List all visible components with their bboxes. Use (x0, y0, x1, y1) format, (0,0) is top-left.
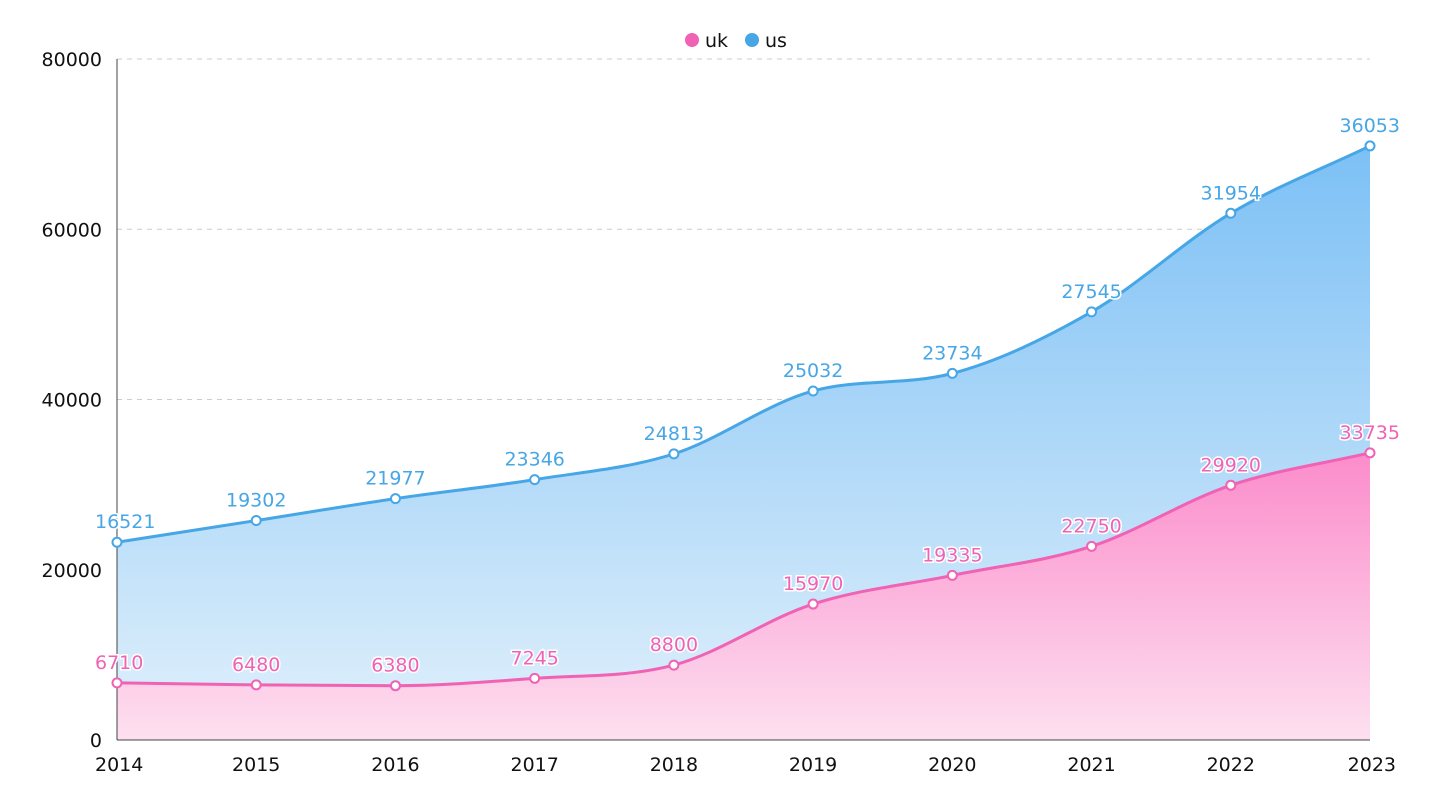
data-label-uk: 19335 (922, 544, 982, 566)
points (111, 140, 1376, 692)
point-uk[interactable] (389, 680, 401, 692)
y-tick-label: 40000 (42, 390, 102, 412)
point-uk[interactable] (946, 569, 958, 581)
data-label-us: 23346 (504, 449, 564, 471)
point-us[interactable] (389, 493, 401, 505)
point-us[interactable] (1364, 140, 1376, 152)
data-label-uk: 6380 (371, 655, 419, 677)
line-us (116, 144, 1371, 544)
point-us[interactable] (111, 536, 123, 548)
legend-label-us[interactable]: us (765, 30, 787, 52)
data-label-uk: 7245 (510, 647, 558, 669)
legend-label-uk[interactable]: uk (705, 30, 728, 52)
x-tick-label: 2014 (95, 754, 143, 776)
point-uk[interactable] (668, 659, 680, 671)
point-us[interactable] (807, 385, 819, 397)
y-tick-label: 60000 (42, 219, 102, 241)
point-uk[interactable] (111, 677, 123, 689)
point-uk[interactable] (1086, 540, 1098, 552)
data-label-us: 23734 (922, 342, 982, 364)
data-label-us: 36053 (1340, 115, 1400, 137)
area-uk (117, 452, 1370, 740)
x-tick-label: 2019 (789, 754, 837, 776)
point-us[interactable] (529, 474, 541, 486)
x-tick-label: 2015 (232, 754, 280, 776)
data-label-uk: 29920 (1201, 454, 1261, 476)
legend-marker-us[interactable] (745, 33, 759, 47)
data-label-us: 21977 (365, 468, 425, 490)
data-label-us: 25032 (783, 360, 843, 382)
point-uk[interactable] (1364, 447, 1376, 459)
x-tick-label: 2020 (928, 754, 976, 776)
data-label-us: 27545 (1061, 281, 1121, 303)
point-us[interactable] (668, 448, 680, 460)
x-tick-label: 2016 (371, 754, 419, 776)
legend: uk us (685, 30, 787, 52)
line-uk (116, 451, 1371, 688)
data-label-us: 31954 (1201, 182, 1261, 204)
axes: 0 20000 40000 60000 80000 2014 2015 2016 2017 201… (42, 49, 1396, 776)
data-labels: 6710 6480 6380 7245 8800 15970 19335 22750 29920… (94, 113, 1402, 678)
point-us[interactable] (946, 367, 958, 379)
x-tick-label: 2018 (650, 754, 698, 776)
point-uk[interactable] (529, 672, 541, 684)
point-us[interactable] (250, 515, 262, 527)
x-tick-label: 2023 (1348, 754, 1396, 776)
data-label-us: 24813 (644, 423, 704, 445)
point-uk[interactable] (1225, 479, 1237, 491)
data-label-us: 19302 (226, 490, 286, 512)
legend-marker-uk[interactable] (685, 33, 699, 47)
x-tick-label: 2022 (1207, 754, 1255, 776)
point-uk[interactable] (807, 598, 819, 610)
data-label-uk: 15970 (783, 573, 843, 595)
area-us (117, 145, 1370, 686)
data-label-uk: 22750 (1061, 515, 1121, 537)
y-tick-label: 0 (90, 730, 102, 752)
point-us[interactable] (1225, 207, 1237, 219)
point-uk[interactable] (250, 679, 262, 691)
areas (116, 144, 1371, 740)
x-tick-label: 2017 (510, 754, 558, 776)
data-label-uk: 33735 (1340, 422, 1400, 444)
data-label-us: 16521 (95, 511, 155, 533)
point-us[interactable] (1086, 306, 1098, 318)
data-label-uk: 6710 (95, 652, 143, 674)
y-tick-label: 20000 (42, 560, 102, 582)
data-label-uk: 8800 (650, 634, 698, 656)
x-tick-label: 2021 (1067, 754, 1115, 776)
data-label-uk: 6480 (232, 654, 280, 676)
y-tick-label: 80000 (42, 49, 102, 71)
